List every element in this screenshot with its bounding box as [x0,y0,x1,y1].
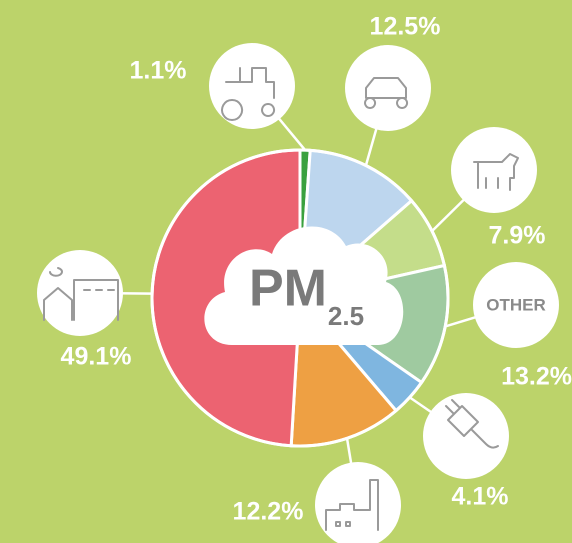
icon-circle [473,262,559,348]
icon [473,153,519,191]
cloud [204,226,404,345]
value-label: 13.2% [501,363,572,391]
value-label: 49.1% [61,343,132,371]
icon [43,267,119,321]
icon [445,399,499,449]
icon-circle [315,462,401,543]
value-labels: 1.1% 12.5% 7.9% 13.2% 4.1% 12.2% 49.1% [61,13,572,526]
value-label: 12.5% [370,13,441,41]
pie-outline [150,148,450,448]
center-sublabel: 2.5 [328,301,364,331]
value-label: 7.9% [489,222,546,250]
icon-circle [209,43,295,129]
icon-circle [423,393,509,479]
value-label: 12.2% [233,498,304,526]
icon-circle [37,250,123,336]
icon [325,479,379,531]
value-label: 1.1% [130,57,187,85]
center-label: PM [249,260,327,318]
category-label: OTHER [486,295,546,314]
icon-circles: OTHER [37,43,559,543]
value-label: 4.1% [452,483,509,511]
icon-circle [451,127,537,213]
icon [364,77,409,109]
icon-circle [345,45,431,131]
icon [221,67,276,121]
